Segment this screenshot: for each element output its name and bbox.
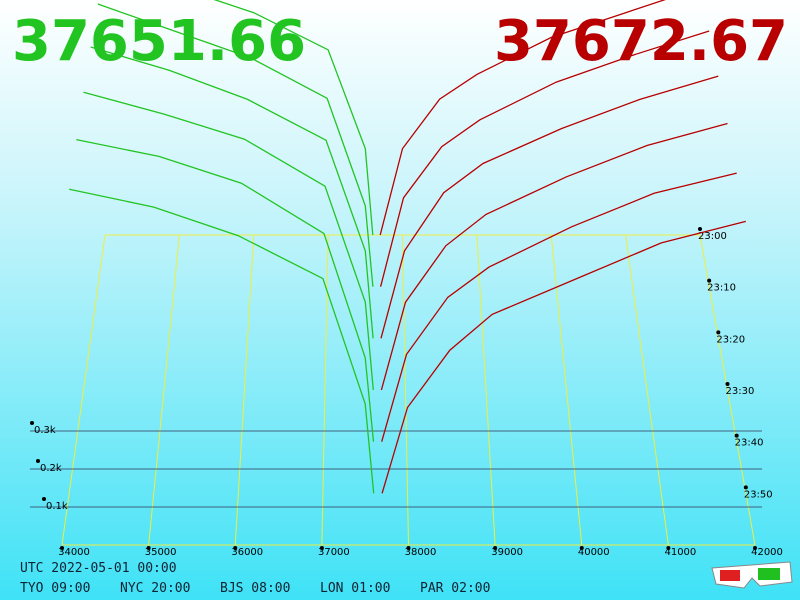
clock: LON 01:00: [320, 581, 390, 596]
ask-curve: [379, 30, 710, 287]
grid-line: [321, 234, 329, 546]
time-label: 23:30: [726, 386, 755, 397]
z-tick-label: 0.1k: [46, 501, 68, 512]
x-tick-label: 41000: [664, 547, 696, 558]
grid-line: [699, 234, 756, 546]
bid-curve: [83, 91, 374, 391]
glasses-icon: [711, 561, 793, 589]
plot: 34000 35000 36000 37000 38000 39000 40000 41000…: [30, 0, 783, 558]
x-tick-label: 39000: [491, 547, 523, 558]
z-tick-label: 0.2k: [40, 463, 62, 474]
tick-dot: [30, 421, 34, 425]
clock: PAR 02:00: [420, 581, 490, 596]
x-tick-label: 34000: [58, 547, 90, 558]
time-label: 23:10: [707, 283, 736, 294]
grid-line: [148, 234, 180, 546]
tick-dot: [666, 546, 671, 550]
z-tick-label: 0.3k: [34, 425, 56, 436]
utc-clock: UTC 2022-05-01 00:00: [20, 561, 177, 576]
time-dot: [743, 485, 748, 490]
grid-line: [476, 234, 496, 546]
tick-dot: [579, 546, 584, 550]
ask-curve: [380, 75, 719, 339]
tick-dot: [36, 459, 40, 463]
time-dot: [707, 278, 712, 283]
time-dot: [716, 330, 721, 335]
tick-dot: [319, 546, 324, 550]
time-dot: [734, 433, 739, 438]
bid-curve: [90, 46, 374, 339]
x-tick-label: 37000: [318, 547, 350, 558]
tick-dot: [493, 546, 498, 550]
clock: TYO 09:00: [20, 581, 90, 596]
tick-dot: [233, 546, 238, 550]
ask-curve: [381, 172, 737, 442]
x-tick-label: 36000: [231, 547, 263, 558]
clock: BJS 08:00: [220, 581, 290, 596]
time-label: 23:00: [698, 231, 727, 242]
bid-curve: [69, 188, 375, 494]
bid-curve: [76, 138, 375, 442]
tick-dot: [146, 546, 151, 550]
time-dot: [725, 382, 730, 386]
ask-curve: [381, 220, 746, 494]
time-label: 23:50: [744, 489, 773, 500]
tick-dot: [42, 497, 46, 501]
tick-dot: [406, 546, 411, 550]
grid-line: [61, 234, 106, 546]
x-tick-label: 40000: [578, 547, 610, 558]
grid-line: [625, 234, 669, 546]
time-label: 23:40: [735, 438, 764, 449]
x-tick-label: 42000: [751, 547, 783, 558]
clock: NYC 20:00: [120, 581, 190, 596]
bid-curve: [97, 3, 374, 287]
x-tick-label: 38000: [405, 547, 437, 558]
bid-curve: [213, 0, 374, 236]
time-label: 23:20: [716, 334, 745, 345]
ask-curve: [380, 122, 728, 391]
x-tick-label: 35000: [145, 547, 177, 558]
best-bid: 37651.66: [12, 9, 306, 74]
grid-line: [234, 234, 255, 546]
ask-curve: [379, 0, 666, 236]
best-ask: 37672.67: [494, 9, 788, 74]
tick-dot: [753, 546, 757, 550]
tick-dot: [60, 546, 64, 550]
time-dot: [698, 227, 702, 231]
grid-line: [402, 234, 409, 546]
